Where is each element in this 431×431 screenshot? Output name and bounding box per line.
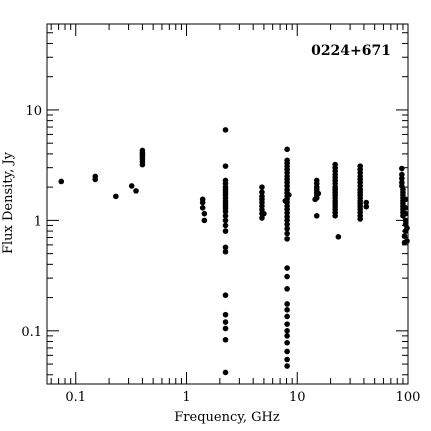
- data-point: [222, 369, 229, 376]
- data-point: [199, 199, 206, 206]
- data-point: [222, 336, 229, 343]
- data-point: [286, 192, 292, 198]
- data-points: [58, 127, 410, 376]
- data-point: [284, 217, 290, 224]
- data-point: [284, 230, 290, 237]
- data-point: [201, 210, 208, 217]
- data-point: [284, 313, 290, 320]
- data-point: [222, 248, 229, 255]
- data-point: [284, 348, 290, 355]
- data-point: [402, 210, 409, 217]
- data-point: [222, 163, 229, 169]
- data-point: [113, 193, 119, 200]
- data-point: [259, 184, 265, 190]
- data-point: [222, 228, 229, 234]
- data-point: [399, 175, 405, 182]
- data-point: [222, 244, 229, 251]
- y-tick-label: 0.1: [21, 325, 42, 340]
- data-point: [259, 215, 265, 221]
- data-point: [222, 292, 229, 299]
- data-point: [401, 233, 408, 239]
- data-point: [357, 216, 363, 222]
- data-point: [335, 234, 342, 240]
- data-point: [284, 221, 290, 228]
- data-point: [201, 217, 208, 224]
- data-point: [332, 213, 338, 219]
- x-tick-label: 0.1: [65, 390, 86, 405]
- x-tick-label: 10: [289, 390, 306, 405]
- data-point: [222, 311, 229, 318]
- data-point: [363, 199, 370, 206]
- data-point: [282, 198, 289, 204]
- data-point: [284, 265, 290, 271]
- data-point: [284, 363, 290, 369]
- data-point: [284, 301, 290, 307]
- plot-border: [46, 23, 409, 385]
- x-tick-label: 1: [182, 390, 190, 405]
- y-axis-label: Flux Density, Jy: [1, 151, 16, 254]
- data-point: [284, 356, 290, 363]
- data-point: [404, 238, 410, 244]
- x-tick-label: 100: [396, 390, 421, 405]
- data-point: [222, 222, 229, 229]
- data-point: [284, 286, 290, 292]
- data-point: [313, 213, 320, 219]
- data-point: [284, 273, 290, 280]
- data-point: [199, 204, 206, 211]
- data-point: [92, 176, 99, 183]
- data-point: [284, 236, 290, 242]
- data-point: [399, 171, 405, 178]
- data-point: [312, 196, 318, 203]
- data-point: [363, 203, 370, 210]
- x-axis-label: Frequency, GHz: [174, 410, 280, 425]
- data-point: [399, 165, 405, 172]
- y-tick-label: 10: [25, 104, 42, 119]
- data-point: [222, 208, 229, 215]
- data-point: [284, 328, 290, 334]
- data-point: [402, 196, 409, 203]
- data-point: [284, 339, 290, 346]
- data-point: [284, 225, 290, 232]
- data-point: [284, 210, 290, 216]
- data-point: [404, 225, 410, 231]
- data-point: [261, 210, 267, 217]
- data-point: [284, 146, 290, 153]
- plot-frame: [46, 23, 409, 385]
- data-point: [133, 188, 139, 194]
- data-point: [402, 204, 409, 211]
- data-point: [284, 321, 290, 327]
- chart-title: 0224+671: [311, 43, 391, 59]
- data-point: [222, 319, 229, 325]
- data-point: [58, 178, 65, 185]
- axis-ticks: 0.1 1 10 100 0.1 1 10: [21, 23, 421, 405]
- data-point: [284, 333, 290, 339]
- data-point: [222, 213, 229, 219]
- data-point: [139, 161, 146, 168]
- data-point: [284, 307, 290, 313]
- y-tick-label: 1: [34, 214, 42, 229]
- data-point: [222, 217, 229, 224]
- data-point: [222, 325, 229, 332]
- data-point: [315, 190, 322, 197]
- data-point: [128, 183, 135, 189]
- data-point: [259, 189, 265, 195]
- data-point: [222, 127, 229, 133]
- data-point: [402, 217, 409, 224]
